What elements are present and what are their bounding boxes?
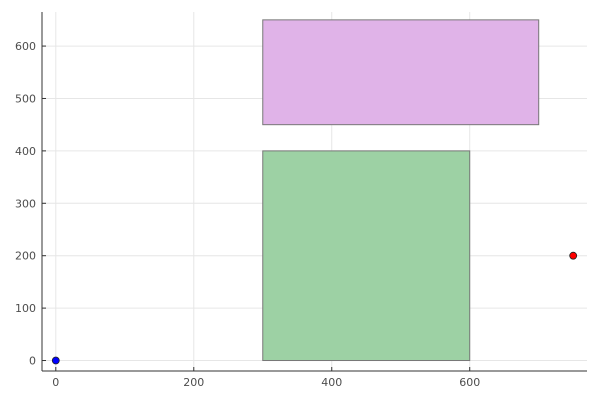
- y-tick-label-1: 100: [15, 302, 36, 315]
- x-tick-label-1: 200: [183, 376, 204, 389]
- y-tick-label-0: 0: [29, 355, 36, 368]
- point-1: [569, 251, 578, 260]
- x-tick-label-2: 400: [321, 376, 342, 389]
- y-tick-label-4: 400: [15, 145, 36, 158]
- rectangle-0: [262, 150, 471, 362]
- x-tick-label-0: 0: [52, 376, 59, 389]
- point-0: [51, 356, 60, 365]
- y-tick-label-2: 200: [15, 250, 36, 263]
- y-tick-label-5: 500: [15, 92, 36, 105]
- y-tick-label-6: 600: [15, 40, 36, 53]
- points: [51, 251, 578, 365]
- axes: 0 200 400 600 0 100 200 300 400 500 600: [15, 12, 587, 389]
- rectangles: [262, 19, 540, 362]
- x-tick-label-3: 600: [459, 376, 480, 389]
- y-tick-label-3: 300: [15, 197, 36, 210]
- rectangle-1: [262, 19, 540, 126]
